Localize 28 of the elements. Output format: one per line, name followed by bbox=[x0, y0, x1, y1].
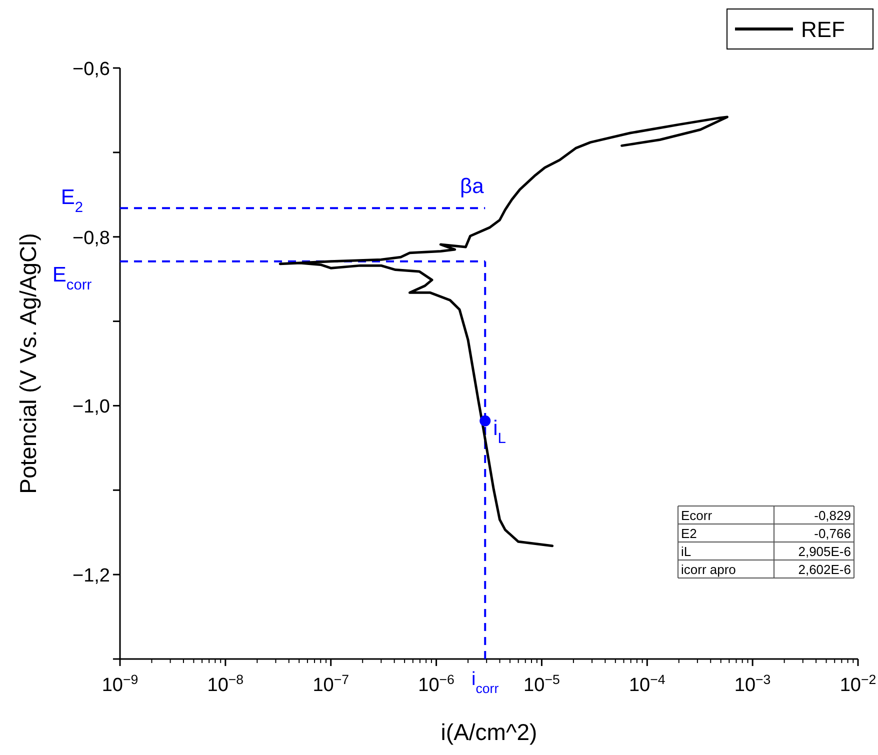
legend-label: REF bbox=[801, 17, 845, 42]
y-tick-label: −0,6 bbox=[72, 59, 110, 80]
annotation: 2,602E-6 bbox=[798, 562, 851, 577]
annotation: βa bbox=[460, 175, 484, 198]
x-tick-label: 10$^{−6}$ bbox=[418, 672, 454, 696]
annotation: Ecorr bbox=[681, 508, 713, 523]
x-tick-label: 10$^{−9}$ bbox=[102, 672, 138, 696]
annotation: E2 bbox=[681, 526, 697, 541]
annotation: 2,905E-6 bbox=[798, 544, 851, 559]
ref-line-label: E$_{2}$ bbox=[60, 186, 84, 216]
annotation: icorr apro bbox=[681, 562, 736, 577]
x-tick-label: 10$^{−2}$ bbox=[840, 672, 876, 696]
y-axis-title: Potencial (V Vs. Ag/AgCl) bbox=[15, 233, 41, 494]
ref-line-label: E$_{corr}$ bbox=[52, 263, 92, 294]
annotation: -0,829 bbox=[814, 508, 851, 523]
x-tick-label: 10$^{−4}$ bbox=[628, 672, 666, 696]
annotation: i$_{L}$ bbox=[493, 416, 506, 447]
y-tick-label: −0,8 bbox=[72, 228, 110, 249]
x-tick-label: 10$^{−5}$ bbox=[524, 672, 560, 696]
annotation: -0,766 bbox=[814, 526, 851, 541]
y-tick-label: −1,0 bbox=[72, 396, 110, 418]
ref-line-label: i$_{corr}$ bbox=[472, 669, 500, 696]
x-axis-title: i(A/cm^2) bbox=[440, 719, 538, 745]
annotation: iL bbox=[681, 544, 692, 559]
x-tick-label: 10$^{−7}$ bbox=[312, 672, 350, 696]
y-tick-label: −1,2 bbox=[72, 566, 110, 587]
x-tick-label: 10$^{−8}$ bbox=[207, 672, 244, 696]
x-tick-label: 10$^{−3}$ bbox=[734, 672, 771, 696]
